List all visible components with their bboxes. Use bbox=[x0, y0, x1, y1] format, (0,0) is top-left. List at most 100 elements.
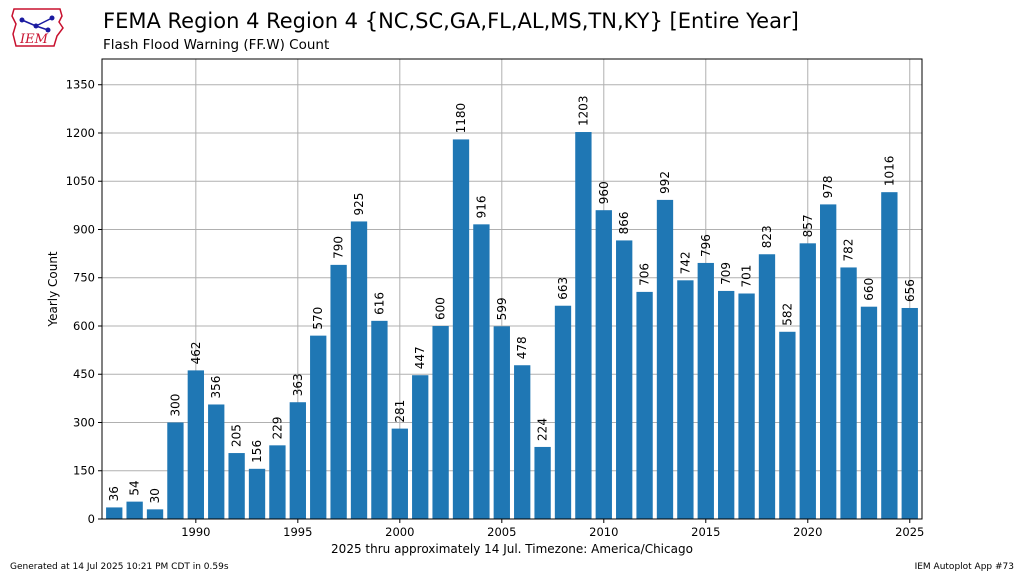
x-tick-label-2000: 2000 bbox=[385, 525, 414, 539]
bar-1988 bbox=[146, 509, 164, 519]
bar-1989 bbox=[167, 422, 184, 519]
value-label-1986: 36 bbox=[107, 486, 121, 501]
bar-2018 bbox=[758, 254, 776, 520]
bar-1996 bbox=[310, 335, 327, 519]
value-label-2014: 742 bbox=[678, 251, 692, 274]
value-label-2004: 916 bbox=[474, 195, 488, 218]
x-tick-label-2015: 2015 bbox=[691, 525, 720, 539]
chart-title: FEMA Region 4 Region 4 {NC,SC,GA,FL,AL,M… bbox=[103, 9, 799, 33]
bar-1991 bbox=[208, 404, 225, 519]
iem-logo: IEM bbox=[10, 6, 66, 54]
value-label-1999: 616 bbox=[372, 292, 386, 315]
bar-2023 bbox=[860, 306, 878, 519]
plot-frame bbox=[101, 58, 923, 520]
value-label-2025: 656 bbox=[903, 279, 917, 302]
bar-2000 bbox=[391, 428, 408, 519]
bar-2002 bbox=[432, 325, 449, 519]
bar-2015 bbox=[697, 262, 714, 519]
value-label-1997: 790 bbox=[332, 236, 346, 259]
value-label-2018: 823 bbox=[760, 225, 774, 248]
bar-2014 bbox=[677, 280, 694, 519]
value-label-2011: 866 bbox=[617, 212, 631, 235]
bar-1998 bbox=[350, 221, 368, 519]
value-label-1993: 156 bbox=[250, 440, 264, 463]
bar-2005 bbox=[493, 326, 510, 519]
value-label-1995: 363 bbox=[291, 373, 305, 396]
bar-2025 bbox=[901, 307, 918, 519]
value-label-2005: 599 bbox=[495, 297, 509, 320]
y-tick-label-150: 150 bbox=[73, 464, 95, 478]
x-tick-label-2010: 2010 bbox=[589, 525, 618, 539]
bar-2011 bbox=[616, 240, 633, 519]
bar-1992 bbox=[228, 453, 245, 519]
bar-1990 bbox=[187, 370, 204, 519]
value-label-2000: 281 bbox=[393, 400, 407, 423]
bar-1999 bbox=[371, 320, 388, 519]
y-tick-label-750: 750 bbox=[73, 271, 95, 285]
logo-text: IEM bbox=[19, 32, 49, 47]
y-tick-label-900: 900 bbox=[73, 222, 95, 236]
bar-2010 bbox=[595, 210, 612, 519]
value-label-2013: 992 bbox=[658, 171, 672, 194]
generated-timestamp: Generated at 14 Jul 2025 10:21 PM CDT in… bbox=[10, 562, 229, 572]
bar-1994 bbox=[269, 445, 286, 519]
value-label-1989: 300 bbox=[168, 394, 182, 417]
y-tick-label-1050: 1050 bbox=[66, 174, 95, 188]
bar-2021 bbox=[820, 204, 837, 519]
value-label-2002: 600 bbox=[434, 297, 448, 320]
value-label-2006: 478 bbox=[515, 336, 529, 359]
value-label-2010: 960 bbox=[597, 181, 611, 204]
x-axis-label: 2025 thru approximately 14 Jul. Timezone… bbox=[331, 542, 693, 556]
value-label-2024: 1016 bbox=[882, 156, 896, 187]
value-label-2015: 796 bbox=[699, 234, 713, 257]
value-label-2016: 709 bbox=[719, 262, 733, 285]
value-label-2023: 660 bbox=[862, 278, 876, 301]
bar-2009 bbox=[575, 132, 592, 519]
y-tick-label-0: 0 bbox=[88, 512, 95, 526]
value-label-1998: 925 bbox=[352, 193, 366, 216]
bar-2016 bbox=[718, 290, 735, 519]
bar-2024 bbox=[881, 192, 898, 520]
x-tick-label-2025: 2025 bbox=[895, 525, 924, 539]
value-label-2020: 857 bbox=[801, 214, 815, 237]
bar-2020 bbox=[799, 243, 816, 519]
value-label-1990: 462 bbox=[189, 341, 203, 364]
bar-1993 bbox=[248, 468, 266, 519]
value-label-2012: 706 bbox=[638, 263, 652, 286]
bar-1997 bbox=[330, 264, 347, 519]
x-tick-label-2005: 2005 bbox=[487, 525, 516, 539]
bar-2008 bbox=[554, 305, 572, 519]
value-label-1996: 570 bbox=[311, 307, 325, 330]
value-label-2001: 447 bbox=[413, 346, 427, 369]
value-label-1991: 356 bbox=[209, 376, 223, 399]
x-tick-label-1995: 1995 bbox=[283, 525, 312, 539]
bar-1986 bbox=[106, 507, 123, 519]
bar-1987 bbox=[126, 501, 143, 519]
value-label-2019: 582 bbox=[780, 303, 794, 326]
value-label-2007: 224 bbox=[536, 418, 550, 441]
value-label-2008: 663 bbox=[556, 277, 570, 300]
value-label-1992: 205 bbox=[230, 424, 244, 447]
bar-2003 bbox=[452, 139, 470, 519]
bar-2019 bbox=[779, 331, 796, 519]
y-tick-label-300: 300 bbox=[73, 415, 95, 429]
value-label-2009: 1203 bbox=[576, 95, 590, 126]
y-axis-label: Yearly Count bbox=[46, 251, 60, 328]
bar-1995 bbox=[289, 402, 306, 519]
value-label-2003: 1180 bbox=[454, 103, 468, 134]
y-tick-label-1200: 1200 bbox=[66, 126, 95, 140]
bar-2022 bbox=[840, 267, 857, 519]
value-label-2022: 782 bbox=[842, 239, 856, 262]
bar-2013 bbox=[656, 199, 674, 519]
bar-2004 bbox=[473, 224, 490, 519]
value-label-1994: 229 bbox=[270, 416, 284, 439]
bar-2012 bbox=[636, 291, 653, 519]
y-tick-label-450: 450 bbox=[73, 367, 95, 381]
value-label-1988: 30 bbox=[148, 488, 162, 503]
x-tick-label-2020: 2020 bbox=[793, 525, 822, 539]
value-label-1987: 54 bbox=[128, 480, 142, 495]
app-id: IEM Autoplot App #73 bbox=[914, 562, 1014, 572]
x-tick-label-1990: 1990 bbox=[181, 525, 210, 539]
bar-2017 bbox=[738, 293, 755, 519]
